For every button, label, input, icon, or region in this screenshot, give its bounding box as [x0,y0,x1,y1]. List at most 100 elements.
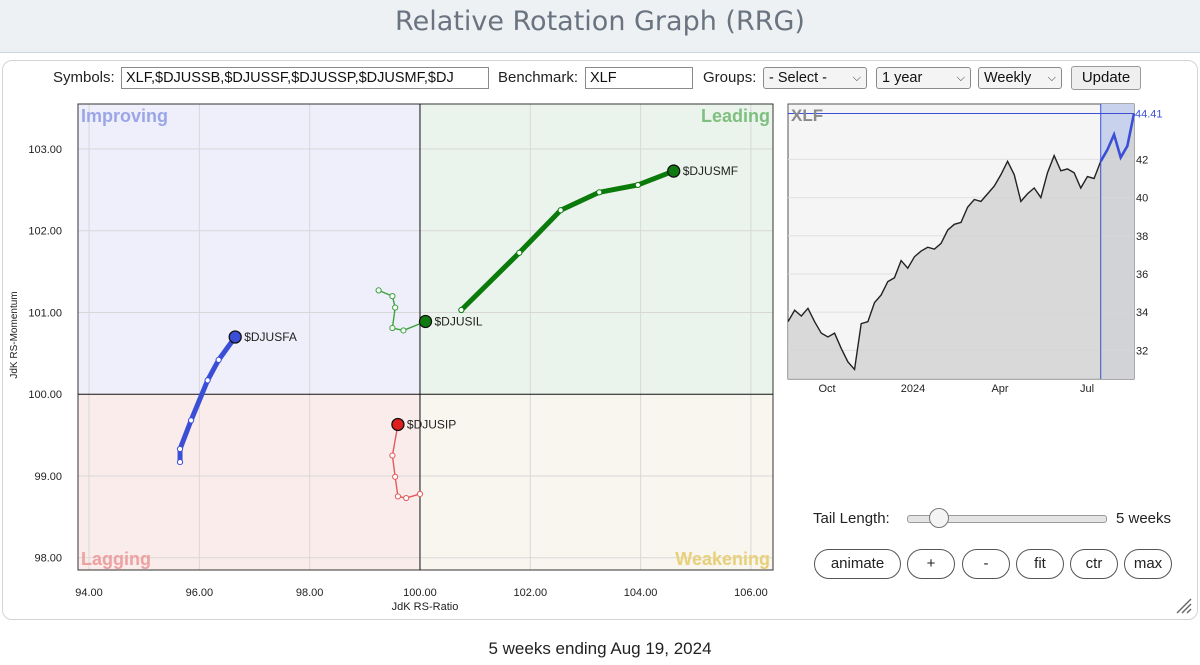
frequency-select-value: Weekly [984,70,1032,86]
series-head [391,417,405,432]
benchmark-label: Benchmark: [498,69,579,86]
quadrant-label-leading: Leading [701,106,770,126]
series-label: $DJUSFA [244,330,297,344]
center-button[interactable]: ctr [1070,549,1118,579]
tail-point [458,306,465,314]
tail-length-label: Tail Length: [813,510,890,527]
series-djusmf: $DJUSMF [458,164,738,314]
tail-point [400,327,407,334]
series-label: $DJUSIP [407,417,456,431]
x-axis-label: JdK RS-Ratio [392,601,459,613]
x-tick-label: 106.00 [734,587,768,599]
x-tick-label: 102.00 [513,587,547,599]
quadrant-label-weakening: Weakening [675,549,770,569]
animate-button[interactable]: animate [814,549,901,579]
last-value-label: 44.41 [1135,109,1163,121]
price-y-tick-label: 36 [1136,269,1148,281]
tail-point [557,207,564,214]
tail-point [394,493,402,500]
rrg-chart[interactable]: Improving Leading Lagging Weakening $DJUSMF… [0,95,790,620]
series-head [418,314,433,329]
chevron-down-icon: ⌵ [852,72,861,84]
y-tick-label: 100.00 [28,389,62,401]
series-head [667,164,681,178]
x-tick-label: 104.00 [624,587,658,599]
y-tick-label: 98.00 [34,553,62,565]
groups-select[interactable]: - Select - ⌵ [763,67,867,89]
tail-point [176,458,184,466]
price-chart: 32 34 36 38 40 42 44.41 XLF Oct 2024 Apr Jul [787,103,1163,395]
price-y-tick-label: 40 [1136,193,1148,205]
tail-length-slider[interactable] [907,515,1107,523]
quadrant-leading [419,104,773,395]
tail-length-value: 5 weeks [1116,510,1172,527]
series-djusil: $DJUSIL [375,287,483,334]
groups-select-value: - Select - [769,70,828,86]
tail-point [403,494,410,502]
series-label: $DJUSIL [435,314,483,328]
price-x-tick-label: Oct [818,383,835,395]
frequency-select[interactable]: Weekly ⌵ [978,67,1062,89]
tail-point [204,377,211,384]
tail-point [416,490,424,498]
price-line [787,153,1102,372]
x-tick-label: 100.00 [403,587,437,599]
symbols-label: Symbols: [53,69,115,86]
price-x-tick-label: Jul [1080,383,1094,395]
tail-point [215,356,222,363]
tail-point [516,249,523,256]
plot-frame [77,103,774,571]
price-x-tick-label: Apr [991,383,1008,395]
tail-point [176,445,184,453]
x-tick-label: 96.00 [186,587,214,599]
tail-point [187,417,195,424]
groups-label: Groups: [703,69,757,86]
series-djusip: $DJUSIP [389,417,456,502]
y-tick-label: 101.00 [28,307,62,319]
series-label: $DJUSMF [683,164,738,178]
tail-point [392,304,399,311]
page-title: Relative Rotation Graph (RRG) [395,6,805,37]
period-select-value: 1 year [882,70,923,86]
price-y-tick-label: 38 [1136,231,1148,243]
series-head [228,330,242,344]
x-tick-label: 94.00 [75,587,103,599]
tail-length-slider-handle[interactable] [929,508,949,528]
price-y-tick-label: 34 [1136,307,1148,319]
price-y-tick-label: 42 [1136,154,1148,166]
tail-point [389,452,396,459]
y-axis-label: JdK RS-Momentum [9,291,20,378]
update-button[interactable]: Update [1071,66,1141,90]
title-bar: Relative Rotation Graph (RRG) [0,0,1200,53]
quadrant-label-lagging: Lagging [81,549,151,569]
symbols-input[interactable]: XLF,$DJUSSB,$DJUSSF,$DJUSSP,$DJUSMF,$DJ [121,67,489,89]
chevron-down-icon: ⌵ [956,72,965,84]
tail-point [375,287,382,294]
price-x-tick-label: 2024 [901,383,925,395]
tail-point [596,189,603,196]
y-tick-label: 103.00 [28,144,62,156]
quadrant-lagging [78,394,420,570]
resize-grip-icon[interactable] [1174,596,1192,614]
x-tick-label: 98.00 [296,587,324,599]
tail-point [389,293,396,300]
y-tick-label: 102.00 [28,226,62,238]
chevron-down-icon: ⌵ [1047,72,1056,84]
max-button[interactable]: max [1124,549,1172,579]
tail-point [389,324,396,332]
fit-button[interactable]: fit [1016,549,1064,579]
tail-point [634,181,641,189]
benchmark-input[interactable]: XLF [585,67,693,89]
zoom-out-button[interactable]: - [962,549,1010,579]
price-area [788,113,1134,379]
zoom-in-button[interactable]: + [907,549,955,579]
quadrant-label-improving: Improving [81,106,168,126]
quadrant-improving [78,104,420,395]
period-select[interactable]: 1 year ⌵ [876,67,971,89]
price-line-highlight [1099,113,1136,162]
footer-caption: 5 weeks ending Aug 19, 2024 [488,639,712,658]
tail-point [392,473,399,480]
y-tick-label: 99.00 [34,471,62,483]
price-y-tick-label: 32 [1136,345,1148,357]
series-djusfa: $DJUSFA [176,330,297,466]
